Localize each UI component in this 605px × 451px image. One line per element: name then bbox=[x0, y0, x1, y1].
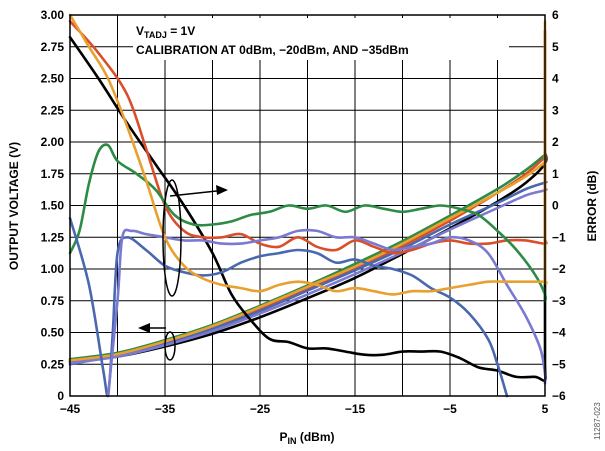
annotation-box bbox=[133, 18, 509, 60]
y-left-tick-label: 3.00 bbox=[41, 8, 65, 22]
y-left-tick-label: 2.25 bbox=[41, 103, 65, 117]
error-series-7 bbox=[68, 20, 548, 255]
x-tick-label: −15 bbox=[345, 402, 366, 416]
y-right-tick-label: −3 bbox=[552, 294, 566, 308]
y-left-tick-label: 1.25 bbox=[41, 230, 65, 244]
voltage-axis-arrowhead bbox=[138, 323, 150, 333]
y-right-tick-label: −6 bbox=[552, 389, 566, 403]
y-left-tick-label: 2.75 bbox=[41, 40, 65, 54]
annotation-vtadj: VTADJ = 1V bbox=[136, 24, 195, 40]
y-axis-left-title: OUTPUT VOLTAGE (V) bbox=[7, 142, 21, 270]
x-axis-title: PIN (dBm) bbox=[279, 430, 334, 446]
y-right-tick-label: −4 bbox=[552, 326, 566, 340]
y-left-tick-label: 1.00 bbox=[41, 262, 65, 276]
y-right-tick-label: 5 bbox=[552, 40, 559, 54]
error-series-10 bbox=[106, 228, 547, 398]
error-group-ellipse bbox=[162, 179, 182, 297]
annotation-calibration: CALIBRATION AT 0dBm, −20dBm, AND −35dBm bbox=[136, 43, 409, 57]
y-left-tick-label: 2.00 bbox=[41, 135, 65, 149]
voltage-series-0 bbox=[68, 150, 548, 363]
y-right-tick-label: 3 bbox=[552, 103, 559, 117]
y-left-tick-label: 1.50 bbox=[41, 199, 65, 213]
voltage-series-5 bbox=[68, 161, 547, 362]
error-axis-arrowhead bbox=[216, 185, 228, 195]
x-tick-label: −5 bbox=[443, 402, 457, 416]
y-left-tick-label: 0.75 bbox=[41, 294, 65, 308]
y-right-tick-label: −2 bbox=[552, 262, 566, 276]
y-left-tick-label: 0.25 bbox=[41, 357, 65, 371]
y-right-tick-label: 2 bbox=[552, 135, 559, 149]
voltage-group-ellipse bbox=[164, 331, 176, 361]
x-tick-label: −35 bbox=[155, 402, 176, 416]
y-right-tick-label: 1 bbox=[552, 167, 559, 181]
y-right-tick-label: 4 bbox=[552, 72, 559, 86]
y-right-tick-label: 0 bbox=[552, 199, 559, 213]
y-right-tick-label: 6 bbox=[552, 8, 559, 22]
y-right-tick-label: −5 bbox=[552, 357, 566, 371]
ticks-layer: −45 −35 −25 −15 −5 500.250.500.751.001.251.50… bbox=[41, 8, 566, 416]
x-tick-label: −45 bbox=[60, 402, 81, 416]
error-series-8 bbox=[68, 143, 548, 303]
y-left-tick-label: 1.75 bbox=[41, 167, 65, 181]
series-layer bbox=[68, 13, 548, 398]
y-axis-right-title: ERROR (dB) bbox=[585, 171, 599, 242]
x-tick-label: −25 bbox=[250, 402, 271, 416]
figure-id: 11287-023 bbox=[593, 402, 602, 440]
error-series-11 bbox=[68, 13, 548, 296]
x-tick-label: 5 bbox=[542, 402, 549, 416]
y-left-tick-label: 0 bbox=[57, 389, 64, 403]
y-right-tick-label: −1 bbox=[552, 230, 566, 244]
plot-frame bbox=[69, 14, 546, 397]
y-left-tick-label: 2.50 bbox=[41, 72, 65, 86]
y-left-tick-label: 0.50 bbox=[41, 326, 65, 340]
annotation-layer: VTADJ = 1V CALIBRATION AT 0dBm, −20dBm, … bbox=[133, 18, 509, 361]
error-series-9 bbox=[68, 216, 509, 398]
